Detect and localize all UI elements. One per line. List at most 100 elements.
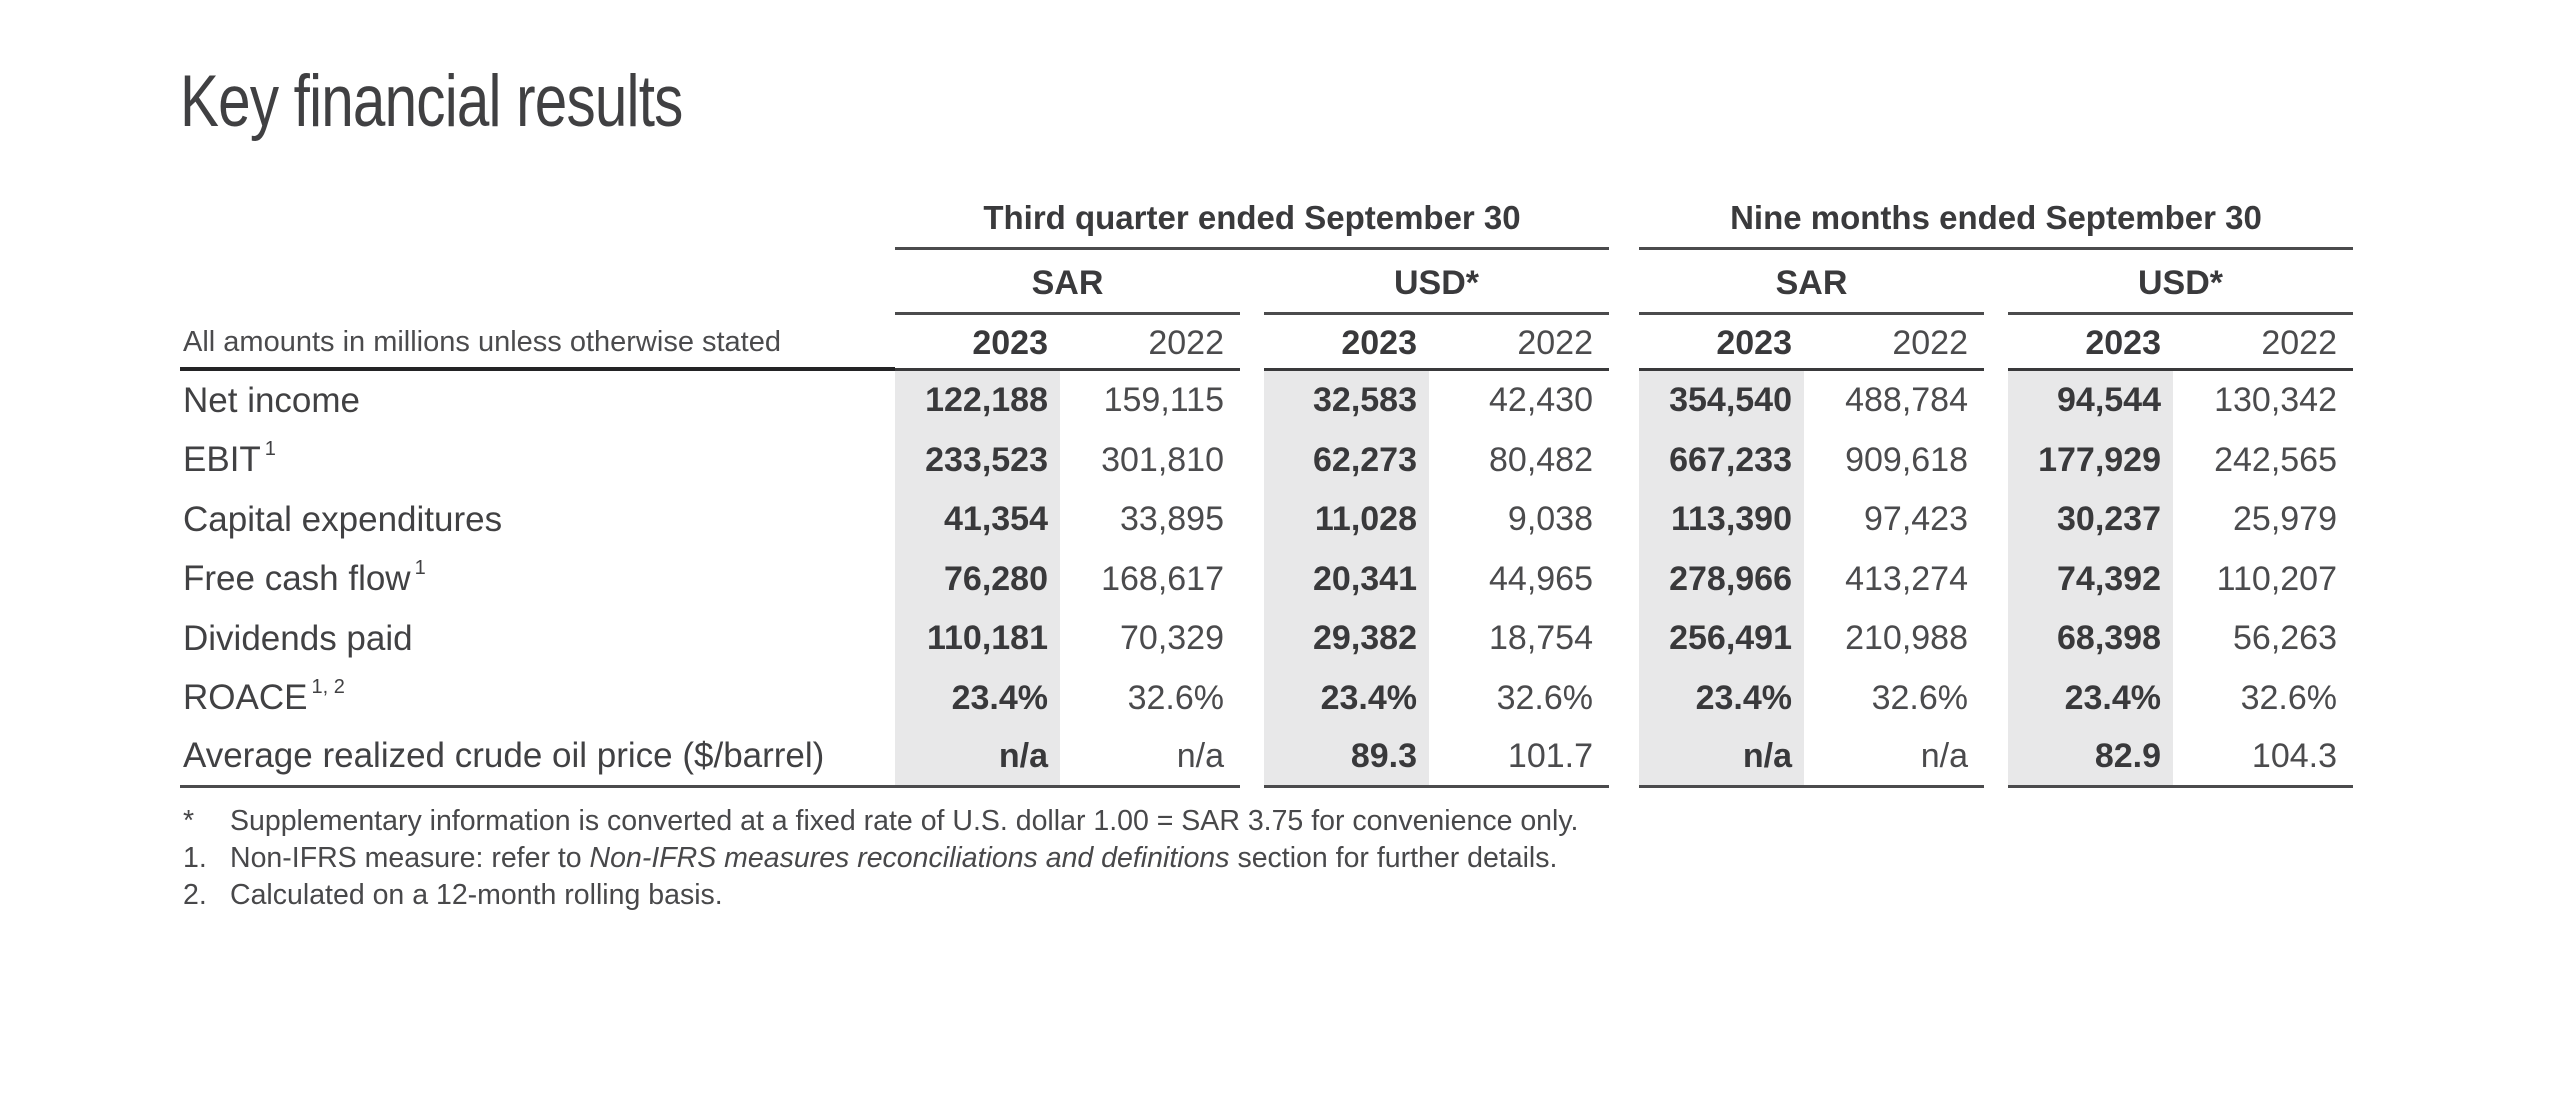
- value-2023: 68,398: [2008, 609, 2173, 669]
- value-2022: 210,988: [1845, 619, 1968, 658]
- amounts-note: All amounts in millions unless otherwise…: [180, 315, 895, 371]
- value-2023: 32,583: [1264, 371, 1429, 431]
- value-2023: 62,273: [1264, 430, 1429, 490]
- value-2023: 76,280: [895, 549, 1060, 609]
- row-label: Capital expenditures: [180, 490, 895, 550]
- group-gap: [1609, 250, 1639, 315]
- row-label-text: Free cash flow 1: [183, 556, 426, 599]
- value-2023: n/a: [1639, 728, 1804, 788]
- group-gap: [1609, 609, 1639, 669]
- value-2022: 18,754: [1489, 619, 1593, 658]
- group-gap: [1609, 200, 1639, 250]
- value-2023: 41,354: [895, 490, 1060, 550]
- value-2022: 168,617: [1101, 559, 1224, 598]
- value-2023: 233,523: [895, 430, 1060, 490]
- value-2022: 301,810: [1101, 440, 1224, 479]
- value-2022: 101.7: [1429, 728, 1609, 788]
- row-label-text: Capital expenditures: [183, 499, 503, 539]
- pair-gap: [1984, 250, 2008, 315]
- pair-gap: [1984, 728, 2008, 788]
- value-2022: 33,895: [1120, 500, 1224, 539]
- pair-gap: [1984, 431, 2008, 491]
- footnote-asterisk: * Supplementary information is converted…: [183, 803, 1578, 840]
- page-title: Key financial results: [180, 60, 808, 143]
- value-2023: 82.9: [2008, 728, 2173, 788]
- footnote-ref: 1: [264, 437, 276, 460]
- row-label: EBIT 1: [180, 431, 895, 491]
- group-gap: [1609, 550, 1639, 610]
- value-2022: 70,329: [1120, 619, 1224, 658]
- value-2022: 104.3: [2173, 728, 2353, 788]
- value-2023: 667,233: [1639, 430, 1804, 490]
- value-2023: 113,390: [1639, 490, 1804, 550]
- pair-gap: [1240, 490, 1264, 550]
- group-gap: [1609, 490, 1639, 550]
- pair-gap: [1984, 550, 2008, 610]
- footnote-text-italic: Non-IFRS measures reconciliations and de…: [589, 842, 1230, 874]
- value-2023: 20,341: [1264, 549, 1429, 609]
- value-2023: 122,188: [895, 371, 1060, 431]
- pair-gap: [1984, 669, 2008, 729]
- footnote-2: 2. Calculated on a 12-month rolling basi…: [183, 877, 1578, 914]
- value-2023: 23.4%: [2008, 668, 2173, 728]
- value-2022: 32.6%: [1871, 678, 1968, 717]
- value-2023: 278,966: [1639, 549, 1804, 609]
- value-2023: 256,491: [1639, 609, 1804, 669]
- table-row: Capital expenditures 41,354 33,895 11,028 9,…: [180, 490, 2353, 550]
- header-row-periods: Third quarter ended September 30 Nine mo…: [180, 199, 2353, 250]
- footnote-marker: 2.: [183, 879, 207, 911]
- group-gap: [1609, 315, 1639, 371]
- value-2022: n/a: [1804, 728, 1984, 788]
- table-row: EBIT 1 233,523 301,810 62,273 80,482 667,233 90…: [180, 430, 2353, 491]
- currency-header-q3-usd: USD*: [1264, 250, 1609, 315]
- value-2023: 23.4%: [1264, 668, 1429, 728]
- value-2022: 488,784: [1845, 381, 1968, 420]
- year-header-2023: 2023: [895, 315, 1060, 371]
- pair-gap: [1984, 371, 2008, 431]
- table-row: ROACE 1, 2 23.4% 32.6% 23.4% 32.6% 23.4% 32.6% 2…: [180, 668, 2353, 729]
- value-2023: 23.4%: [1639, 668, 1804, 728]
- value-2022: 159,115: [1103, 381, 1224, 420]
- group-gap: [1609, 431, 1639, 491]
- pair-gap: [1240, 250, 1264, 315]
- header-spacer: [180, 250, 895, 315]
- pair-gap: [1984, 609, 2008, 669]
- value-2023: n/a: [895, 728, 1060, 788]
- currency-header-q3-sar: SAR: [895, 250, 1240, 315]
- pair-gap: [1984, 315, 2008, 371]
- pair-gap: [1240, 669, 1264, 729]
- footnote-text-part: Calculated on a 12-month rolling basis.: [230, 879, 723, 911]
- page-title-text: Key financial results: [180, 61, 683, 142]
- value-2022: 909,618: [1845, 440, 1968, 479]
- row-label: ROACE 1, 2: [180, 669, 895, 729]
- pair-gap: [1240, 315, 1264, 371]
- value-2023: 110,181: [895, 609, 1060, 669]
- table-row: Average realized crude oil price ($/barr…: [180, 728, 2353, 788]
- value-2023: 89.3: [1264, 728, 1429, 788]
- footnote-text-part: Supplementary information is converted a…: [230, 805, 1579, 837]
- value-2022: 97,423: [1864, 500, 1968, 539]
- footnote-1: 1. Non-IFRS measure: refer to Non-IFRS m…: [183, 840, 1578, 877]
- value-2022: 56,263: [2233, 619, 2337, 658]
- row-label: Net income: [180, 371, 895, 431]
- row-label: Dividends paid: [180, 609, 895, 669]
- year-header-2022: 2022: [1804, 315, 1984, 371]
- value-2022: 25,979: [2233, 500, 2337, 539]
- row-label-text: Dividends paid: [183, 618, 413, 658]
- pair-gap: [1240, 550, 1264, 610]
- header-row-years: All amounts in millions unless otherwise…: [180, 315, 2353, 371]
- currency-header-9m-sar: SAR: [1639, 250, 1984, 315]
- value-2022: 32.6%: [1127, 678, 1224, 717]
- row-label: Average realized crude oil price ($/barr…: [180, 728, 895, 788]
- footnote-ref: 1: [414, 556, 426, 579]
- footnote-text: Non-IFRS measure: refer to Non-IFRS meas…: [230, 840, 1557, 877]
- value-2023: 11,028: [1264, 490, 1429, 550]
- value-2022: 44,965: [1489, 559, 1593, 598]
- pair-gap: [1240, 431, 1264, 491]
- footnote-marker: 1.: [183, 842, 207, 874]
- header-row-currencies: SAR USD* SAR USD*: [180, 250, 2353, 315]
- row-label: Free cash flow 1: [180, 550, 895, 610]
- row-label-text: ROACE 1, 2: [183, 675, 345, 718]
- year-header-2022: 2022: [2173, 315, 2353, 371]
